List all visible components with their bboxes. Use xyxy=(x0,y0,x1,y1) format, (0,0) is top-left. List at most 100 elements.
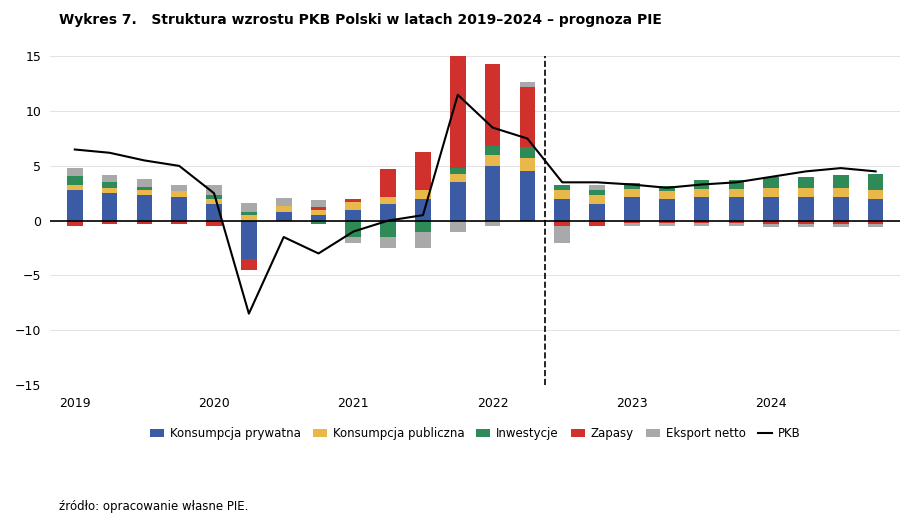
Bar xyxy=(589,220,605,226)
Bar xyxy=(694,180,709,189)
Bar xyxy=(728,196,744,220)
Bar xyxy=(206,199,222,204)
Bar xyxy=(67,190,82,220)
Bar xyxy=(694,189,709,196)
Bar xyxy=(450,182,466,220)
Bar xyxy=(659,220,674,223)
Bar xyxy=(346,220,361,237)
Bar xyxy=(728,223,744,226)
Bar xyxy=(554,226,570,242)
Bar xyxy=(381,196,396,204)
Bar xyxy=(136,190,152,195)
Bar xyxy=(694,220,709,223)
Bar xyxy=(763,196,779,220)
Bar xyxy=(694,196,709,220)
Bar xyxy=(171,220,187,224)
Bar xyxy=(867,190,884,199)
Bar xyxy=(171,196,187,220)
Bar xyxy=(346,237,361,242)
Bar xyxy=(415,152,431,190)
Bar xyxy=(450,168,466,173)
Bar xyxy=(798,177,813,188)
Bar xyxy=(589,195,605,204)
Bar xyxy=(589,190,605,195)
Bar xyxy=(206,195,222,199)
Bar xyxy=(485,146,501,155)
Bar xyxy=(798,188,813,196)
Bar xyxy=(275,197,292,206)
Bar xyxy=(241,220,257,259)
Bar xyxy=(589,204,605,220)
Bar xyxy=(624,189,640,196)
Bar xyxy=(275,212,292,220)
Bar xyxy=(624,220,640,223)
Bar xyxy=(833,175,848,188)
Bar xyxy=(241,215,257,220)
Bar xyxy=(763,177,779,188)
Bar xyxy=(485,166,501,220)
Bar xyxy=(624,183,640,189)
Bar xyxy=(311,209,327,215)
Bar xyxy=(554,190,570,199)
Bar xyxy=(275,206,292,212)
Bar xyxy=(728,180,744,189)
Bar xyxy=(554,199,570,220)
Bar xyxy=(346,209,361,220)
Bar xyxy=(102,175,117,182)
Bar xyxy=(798,196,813,220)
Bar xyxy=(381,220,396,237)
Bar xyxy=(136,187,152,190)
Bar xyxy=(311,200,327,207)
Bar xyxy=(102,188,117,193)
Bar xyxy=(415,190,431,199)
Bar xyxy=(450,173,466,182)
Bar xyxy=(520,158,535,171)
Bar xyxy=(381,204,396,220)
Bar xyxy=(415,220,431,231)
Bar xyxy=(67,168,82,176)
Bar xyxy=(694,223,709,226)
Bar xyxy=(485,220,501,226)
Bar xyxy=(763,220,779,224)
Bar xyxy=(415,199,431,220)
Bar xyxy=(798,220,813,224)
Bar xyxy=(867,224,884,227)
Bar xyxy=(381,237,396,248)
Bar xyxy=(450,42,466,168)
Bar xyxy=(728,189,744,196)
Bar xyxy=(136,179,152,187)
Bar xyxy=(520,171,535,220)
Bar xyxy=(346,199,361,202)
Text: Wykres 7.   Struktura wzrostu PKB Polski w latach 2019–2024 – prognoza PIE: Wykres 7. Struktura wzrostu PKB Polski w… xyxy=(59,13,662,27)
Bar xyxy=(833,220,848,224)
Bar xyxy=(520,147,535,158)
Bar xyxy=(67,184,82,190)
Bar xyxy=(589,184,605,190)
Bar xyxy=(171,191,187,196)
Bar xyxy=(833,188,848,196)
Bar xyxy=(833,224,848,227)
Bar xyxy=(206,184,222,195)
Bar xyxy=(171,184,187,191)
Bar xyxy=(102,182,117,188)
Bar xyxy=(520,87,535,147)
Bar xyxy=(763,188,779,196)
Bar xyxy=(833,196,848,220)
Bar xyxy=(624,196,640,220)
Bar xyxy=(206,220,222,226)
Bar xyxy=(241,203,257,212)
Bar xyxy=(346,202,361,209)
Bar xyxy=(67,220,82,226)
Bar xyxy=(241,259,257,270)
Bar xyxy=(659,191,674,199)
Bar xyxy=(102,193,117,220)
Bar xyxy=(554,184,570,190)
Bar xyxy=(659,223,674,226)
Bar xyxy=(102,220,117,224)
Bar xyxy=(206,204,222,220)
Bar xyxy=(798,224,813,227)
Bar xyxy=(67,176,82,184)
Bar xyxy=(867,220,884,224)
Bar xyxy=(311,207,327,209)
Bar xyxy=(450,220,466,231)
